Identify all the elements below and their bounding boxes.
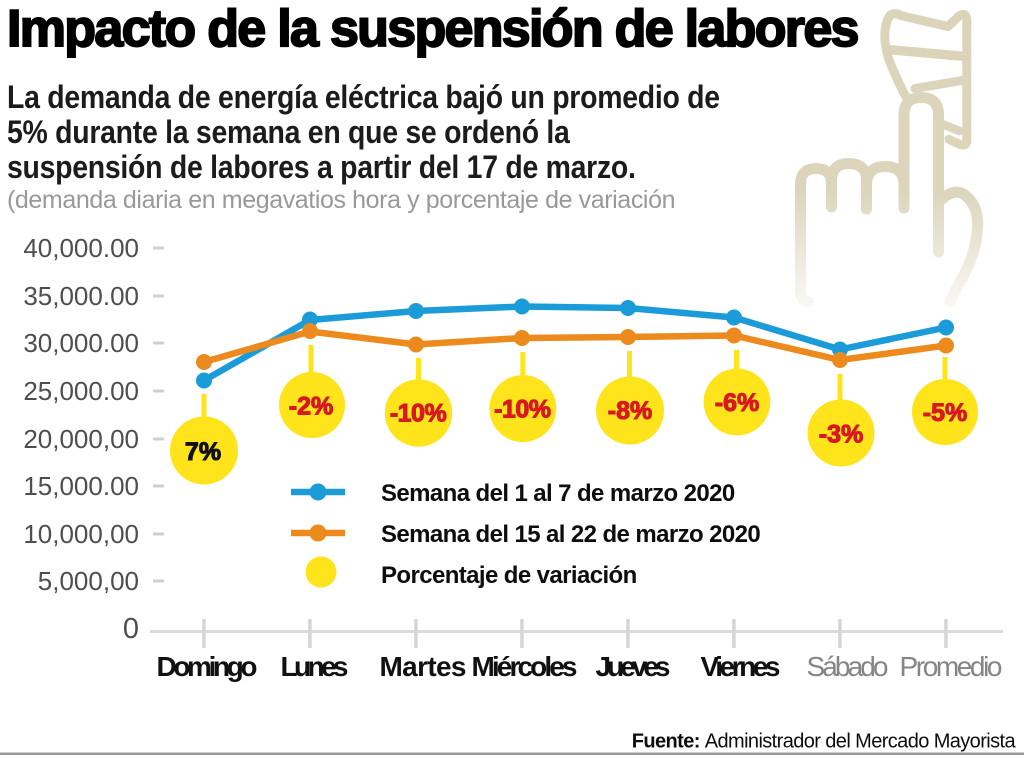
svg-text:-8%: -8% <box>608 397 652 425</box>
svg-text:Lunes: Lunes <box>281 651 349 682</box>
svg-text:Jueves: Jueves <box>596 651 671 682</box>
svg-text:15,000.00: 15,000.00 <box>23 471 139 501</box>
svg-text:-6%: -6% <box>715 389 759 417</box>
svg-text:Sábado: Sábado <box>807 651 889 682</box>
svg-text:Martes: Martes <box>380 651 467 682</box>
svg-text:40,000.00: 40,000.00 <box>23 233 139 263</box>
svg-text:35,000.00: 35,000.00 <box>23 281 139 311</box>
svg-text:10,000,00: 10,000,00 <box>23 519 139 549</box>
svg-text:-3%: -3% <box>819 421 863 449</box>
svg-text:-2%: -2% <box>289 393 333 421</box>
svg-text:7%: 7% <box>185 438 221 466</box>
svg-text:-10%: -10% <box>494 396 551 424</box>
svg-text:Fuente: Administrador del Merc: Fuente: Administrador del Mercado Mayori… <box>632 731 1017 753</box>
svg-text:Viernes: Viernes <box>701 651 781 682</box>
svg-text:Porcentaje de variación: Porcentaje de variación <box>381 562 637 589</box>
svg-text:20,000,00: 20,000,00 <box>23 424 139 454</box>
svg-text:-10%: -10% <box>390 400 447 428</box>
svg-text:Promedio: Promedio <box>900 651 1003 682</box>
svg-text:0: 0 <box>123 613 139 645</box>
svg-text:30,000.00: 30,000.00 <box>23 328 139 358</box>
svg-text:Miércoles: Miércoles <box>472 651 578 682</box>
svg-text:25,000.00: 25,000.00 <box>23 376 139 406</box>
svg-text:Domingo: Domingo <box>157 651 258 682</box>
svg-text:Semana del 15 al 22 de marzo 2: Semana del 15 al 22 de marzo 2020 <box>381 521 760 548</box>
svg-text:-5%: -5% <box>923 399 967 427</box>
svg-text:Semana del 1 al 7 de marzo 202: Semana del 1 al 7 de marzo 2020 <box>381 480 735 507</box>
svg-text:5,000,00: 5,000,00 <box>38 566 139 596</box>
